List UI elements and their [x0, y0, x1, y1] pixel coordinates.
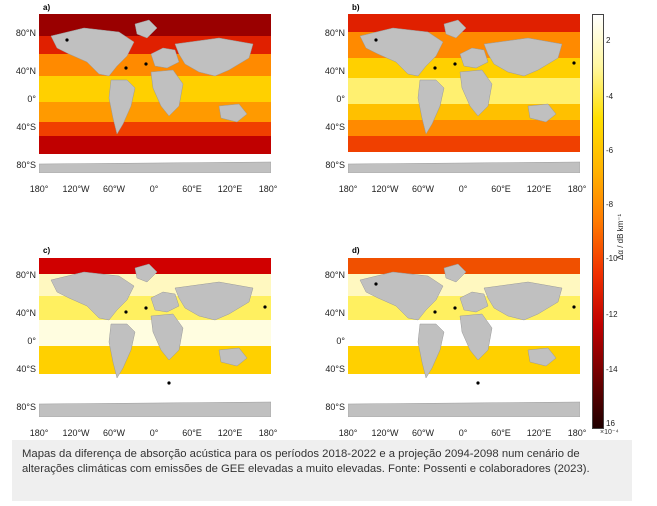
y-tick: 0°	[27, 336, 36, 346]
y-tick: 0°	[336, 94, 345, 104]
x-tick: 180°	[338, 428, 358, 438]
y-tick: 80°S	[16, 160, 36, 170]
y-tick: 40°N	[324, 308, 345, 318]
colorbar-unit-label: Δα / dB km⁻¹	[616, 213, 625, 260]
x-tick: 0°	[458, 428, 468, 438]
y-tick: 80°S	[16, 402, 36, 412]
y-tick: 40°S	[16, 364, 36, 374]
figure: a) b)	[15, 3, 625, 438]
y-tick: 40°S	[16, 122, 36, 132]
colorbar-tick: -4	[606, 92, 614, 101]
x-tick: 60°E	[182, 428, 202, 438]
y-tick: 80°S	[325, 160, 345, 170]
colorbar-tick: -6	[606, 146, 614, 155]
x-tick: 120°W	[62, 184, 90, 194]
colorbar-tick: 2	[606, 36, 611, 45]
y-tick: 40°N	[15, 66, 36, 76]
panel-label-d: d)	[352, 246, 360, 255]
map-panel-b: b)	[348, 3, 580, 173]
map-panel-c: c)	[39, 246, 271, 417]
x-tick: 60°E	[491, 428, 511, 438]
y-tick: 80°N	[324, 28, 345, 38]
y-tick: 80°S	[325, 402, 345, 412]
y-tick: 0°	[336, 336, 345, 346]
figure-caption: Mapas da diferença de absorção acústica …	[12, 440, 632, 501]
map-b-svg	[348, 14, 580, 173]
x-tick: 120°E	[526, 428, 552, 438]
colorbar-tick: -10	[606, 254, 618, 263]
x-tick: 120°E	[217, 184, 243, 194]
y-tick: 80°N	[15, 28, 36, 38]
colorbar-tick: 16	[606, 419, 615, 428]
x-tick: 120°W	[62, 428, 90, 438]
x-tick: 0°	[458, 184, 468, 194]
x-tick: 180°	[29, 184, 49, 194]
panel-label-a: a)	[43, 3, 51, 12]
colorbar-tick: -12	[606, 310, 618, 319]
map-panel-a: a)	[39, 3, 271, 173]
map-a-svg	[39, 14, 271, 173]
x-tick: 180°	[567, 428, 587, 438]
y-tick: 40°N	[15, 308, 36, 318]
x-tick: 120°E	[217, 428, 243, 438]
x-tick: 180°	[338, 184, 358, 194]
x-tick: 60°E	[491, 184, 511, 194]
x-tick: 60°E	[182, 184, 202, 194]
colorbar	[592, 14, 604, 429]
x-tick: 180°	[258, 428, 278, 438]
caption-text: Mapas da diferença de absorção acústica …	[22, 448, 590, 475]
x-tick: 60°W	[411, 428, 435, 438]
y-tick: 40°S	[325, 364, 345, 374]
x-tick: 0°	[149, 428, 159, 438]
y-tick: 40°S	[325, 122, 345, 132]
y-tick: 80°N	[324, 270, 345, 280]
x-tick: 120°W	[371, 184, 399, 194]
map-c-svg	[39, 258, 271, 417]
colorbar-multiplier: ×10⁻⁴	[600, 429, 619, 436]
panel-label-b: b)	[352, 3, 360, 12]
x-tick: 60°W	[411, 184, 435, 194]
x-tick: 60°W	[102, 184, 126, 194]
x-tick: 60°W	[102, 428, 126, 438]
map-panel-d: d)	[348, 246, 580, 417]
x-tick: 180°	[258, 184, 278, 194]
colorbar-tick: -14	[606, 365, 618, 374]
panel-label-c: c)	[43, 246, 51, 255]
y-tick: 0°	[27, 94, 36, 104]
x-tick: 120°E	[526, 184, 552, 194]
colorbar-tick: -8	[606, 200, 614, 209]
x-tick: 120°W	[371, 428, 399, 438]
x-tick: 0°	[149, 184, 159, 194]
y-tick: 40°N	[324, 66, 345, 76]
x-tick: 180°	[567, 184, 587, 194]
y-tick: 80°N	[15, 270, 36, 280]
map-d-svg	[348, 258, 580, 417]
x-tick: 180°	[29, 428, 49, 438]
